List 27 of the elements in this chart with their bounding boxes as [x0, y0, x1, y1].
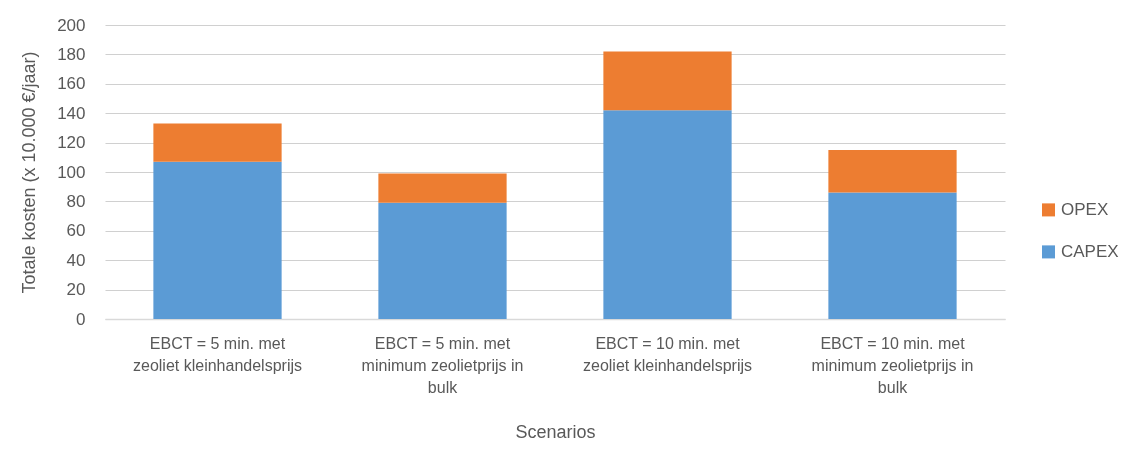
bar — [603, 110, 732, 319]
y-tick-label: 80 — [66, 191, 86, 211]
x-tick-label: EBCT = 5 min. met zeoliet kleinhandelsprijs — [133, 334, 302, 374]
x-tick-label: EBCT = 10 min. met minimum zeolietprijs in bulk — [811, 334, 974, 396]
y-tick-label: 100 — [57, 162, 86, 182]
y-tick-label: 140 — [57, 103, 86, 123]
bar — [153, 123, 282, 162]
x-tick-label: EBCT = 10 min. met zeoliet kleinhandelsprijs — [583, 334, 752, 374]
bar — [378, 173, 507, 203]
y-tick-label: 40 — [66, 250, 86, 270]
y-tick-label: 20 — [66, 280, 86, 300]
bar — [153, 161, 282, 319]
x-tick-label: EBCT = 5 min. met minimum zeolietprijs in bulk — [361, 334, 524, 396]
bar — [828, 192, 957, 319]
y-tick-label: 200 — [57, 15, 86, 35]
y-tick-label: 120 — [57, 133, 86, 153]
x-axis-title: Scenarios — [515, 421, 596, 442]
bar — [828, 149, 957, 193]
y-tick-label: 160 — [57, 74, 86, 94]
y-axis-title: Totale kosten (x 10.000 €/jaar) — [19, 51, 40, 294]
legend-label: CAPEX — [1061, 241, 1119, 261]
legend-label: OPEX — [1061, 199, 1109, 219]
bar — [378, 202, 507, 319]
bar — [603, 51, 732, 111]
y-tick-label: 60 — [66, 221, 86, 241]
y-tick-label: 180 — [57, 44, 86, 64]
y-tick-label: 0 — [76, 309, 86, 329]
